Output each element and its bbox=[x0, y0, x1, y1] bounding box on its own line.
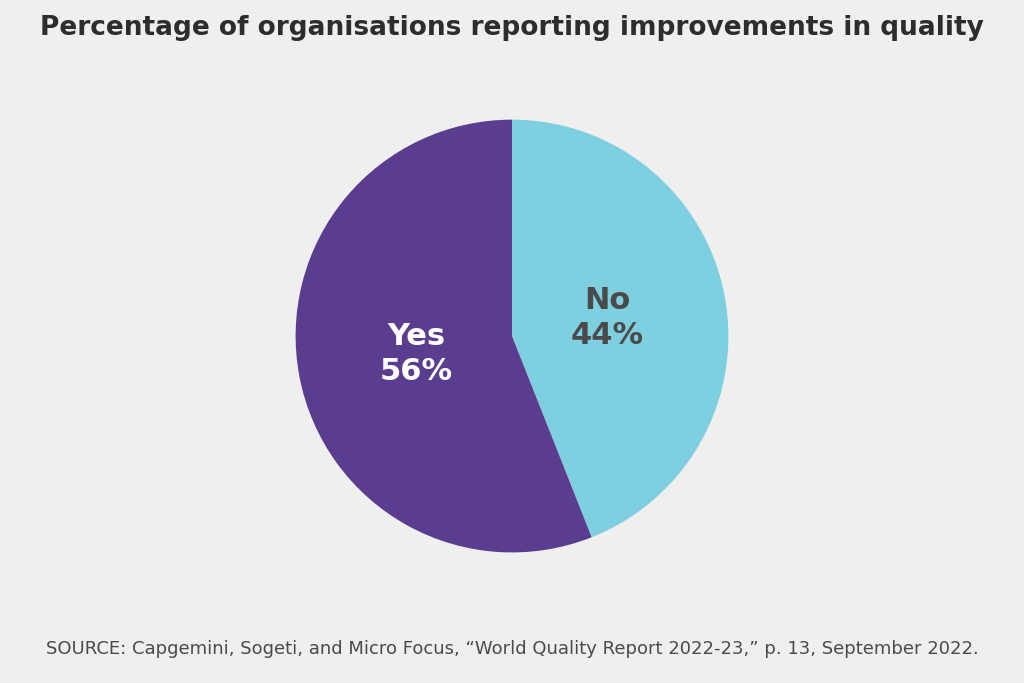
Text: 56%: 56% bbox=[380, 357, 453, 386]
Wedge shape bbox=[512, 120, 728, 538]
Text: No: No bbox=[585, 286, 631, 315]
Text: Yes: Yes bbox=[387, 322, 445, 352]
Title: Percentage of organisations reporting improvements in quality: Percentage of organisations reporting im… bbox=[40, 15, 984, 41]
Text: 44%: 44% bbox=[571, 320, 644, 350]
Text: SOURCE: Capgemini, Sogeti, and Micro Focus, “World Quality Report 2022-23,” p. 1: SOURCE: Capgemini, Sogeti, and Micro Foc… bbox=[46, 640, 978, 658]
Wedge shape bbox=[296, 120, 592, 553]
